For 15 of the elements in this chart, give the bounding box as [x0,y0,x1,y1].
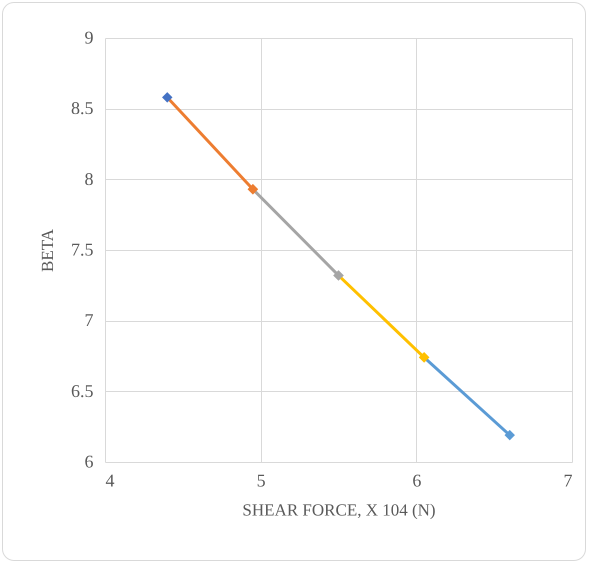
x-tick-label: 4 [106,470,114,490]
x-tick-label: 5 [256,470,266,490]
y-tick-label: 9 [84,28,94,48]
y-axis-title: BETA [38,228,57,272]
y-tick-label: 7.5 [71,240,94,260]
x-tick-label: 6 [412,470,422,490]
x-tick-label: 7 [564,470,572,490]
y-tick-label: 8.5 [71,98,94,118]
y-tick-label: 7 [84,310,94,330]
y-tick-label: 8 [84,168,94,189]
point [504,430,515,440]
y-tick-label: 6 [84,452,94,472]
y-tick-label: 6.5 [71,380,94,401]
x-axis-title: SHEAR FORCE, X 104 (N) [242,500,436,520]
point [162,92,173,103]
